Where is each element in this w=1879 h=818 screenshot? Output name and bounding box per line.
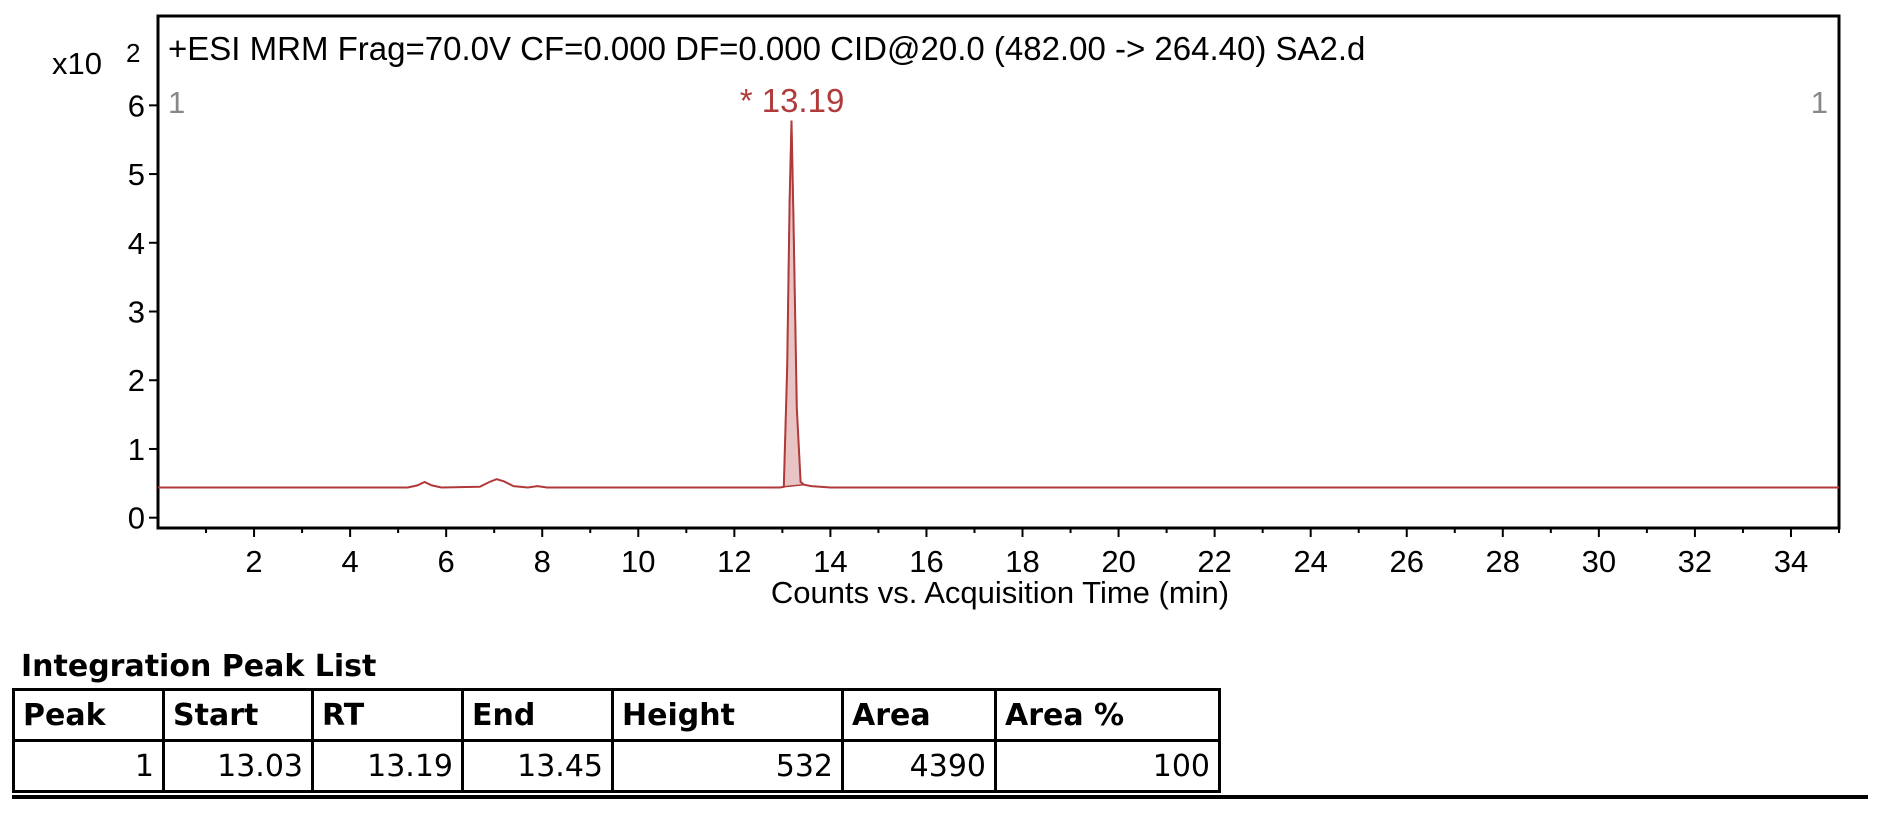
x-axis-label: Counts vs. Acquisition Time (min) — [771, 575, 1229, 610]
x-tick-label: 22 — [1197, 544, 1231, 579]
y-tick-label: 2 — [128, 363, 145, 398]
peak-label: * 13.19 — [740, 82, 845, 119]
y-tick-label: 4 — [128, 226, 145, 261]
x-tick-label: 28 — [1486, 544, 1520, 579]
x-tick-label: 12 — [717, 544, 751, 579]
integration-peak-list: Integration Peak List Peak Start RT End … — [12, 646, 1872, 793]
col-header-start: Start — [162, 688, 314, 742]
cell-end: 13.45 — [461, 739, 614, 793]
x-tick-label: 20 — [1101, 544, 1135, 579]
col-header-rt: RT — [311, 688, 464, 742]
series-line — [158, 120, 1839, 489]
y-tick-label: 6 — [128, 88, 145, 123]
x-tick-label: 30 — [1582, 544, 1616, 579]
cell-rt: 13.19 — [311, 739, 464, 793]
cell-area: 4390 — [841, 739, 997, 793]
chart-title: +ESI MRM Frag=70.0V CF=0.000 DF=0.000 CI… — [168, 30, 1365, 67]
y-tick-label: 0 — [128, 501, 145, 536]
x-tick-label: 10 — [621, 544, 655, 579]
chromatogram-chart: +ESI MRM Frag=70.0V CF=0.000 DF=0.000 CI… — [52, 14, 1841, 610]
col-header-peak: Peak — [12, 688, 165, 742]
cell-peak: 1 — [12, 739, 165, 793]
y-exponent-label: 2 — [126, 38, 140, 68]
table-header-row: Peak Start RT End Height Area Area % — [12, 688, 1221, 742]
y-tick-label: 5 — [128, 157, 145, 192]
corner-label-right: 1 — [1811, 85, 1828, 120]
col-header-area: Area — [841, 688, 997, 742]
x-tick-label: 2 — [245, 544, 262, 579]
y-tick-label: 1 — [128, 432, 145, 467]
x-tick-label: 4 — [341, 544, 358, 579]
col-header-end: End — [461, 688, 614, 742]
bottom-rule — [12, 795, 1868, 799]
plot-frame — [156, 14, 1841, 530]
col-header-height: Height — [611, 688, 844, 742]
x-tick-label: 6 — [438, 544, 455, 579]
x-tick-label: 24 — [1293, 544, 1327, 579]
cell-height: 532 — [611, 739, 844, 793]
x-tick-label: 18 — [1005, 544, 1039, 579]
corner-label-left: 1 — [168, 85, 185, 120]
x-tick-label: 26 — [1390, 544, 1424, 579]
x-tick-label: 14 — [813, 544, 847, 579]
col-header-area-percent: Area % — [994, 688, 1221, 742]
table-row: 1 13.03 13.19 13.45 532 4390 100 — [12, 739, 1221, 793]
y-multiplier-label: x10 — [52, 46, 102, 81]
cell-start: 13.03 — [162, 739, 314, 793]
peak-list-title: Integration Peak List — [21, 649, 377, 684]
y-tick-label: 3 — [128, 295, 145, 330]
x-tick-label: 34 — [1774, 544, 1808, 579]
cell-area-percent: 100 — [994, 739, 1221, 793]
peak-table: Peak Start RT End Height Area Area % 1 1… — [12, 688, 1221, 793]
x-tick-label: 8 — [534, 544, 551, 579]
x-tick-label: 16 — [909, 544, 943, 579]
x-tick-label: 32 — [1678, 544, 1712, 579]
